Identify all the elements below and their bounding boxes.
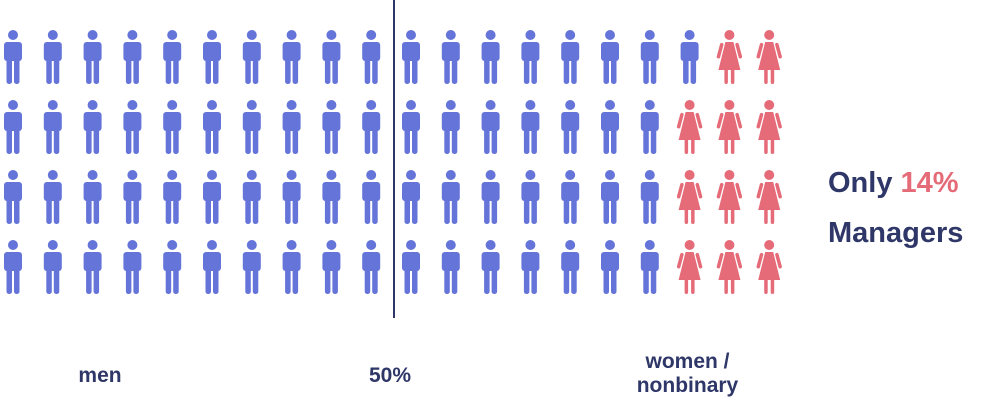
male-person-icon (441, 100, 460, 154)
male-person-icon (362, 100, 381, 154)
male-person-icon (282, 30, 301, 84)
male-person-icon (402, 240, 420, 294)
male-person-icon (601, 240, 619, 294)
male-person-icon (163, 240, 182, 294)
female-person-icon (716, 240, 743, 294)
male-person-icon (481, 170, 500, 224)
male-person-icon (123, 240, 142, 294)
fifty-percent-divider (393, 0, 395, 318)
male-person-icon (242, 240, 261, 294)
male-person-icon (481, 240, 500, 294)
male-person-icon (163, 30, 182, 84)
men-label: men (78, 364, 122, 387)
pictogram-grid (4, 30, 782, 294)
male-person-icon (561, 170, 580, 224)
male-person-icon (561, 240, 580, 294)
male-person-icon (203, 30, 221, 84)
male-person-icon (163, 100, 182, 154)
female-person-icon (676, 100, 703, 154)
male-person-icon (83, 170, 102, 224)
male-person-icon (43, 240, 62, 294)
male-person-icon (402, 170, 420, 224)
male-person-icon (4, 100, 22, 154)
male-person-icon (521, 30, 540, 84)
headline-highlight: 14% (900, 167, 959, 199)
male-person-icon (441, 240, 460, 294)
male-person-icon (601, 100, 619, 154)
male-person-icon (322, 100, 341, 154)
male-person-icon (282, 240, 301, 294)
divider-percent-label: 50% (368, 364, 412, 387)
male-person-icon (203, 240, 221, 294)
male-person-icon (521, 100, 540, 154)
female-person-icon (756, 170, 782, 224)
headline-prefix: Only (828, 167, 901, 199)
headline-line1: Only 14% (828, 158, 963, 208)
male-person-icon (521, 170, 540, 224)
male-person-icon (203, 100, 221, 154)
male-person-icon (441, 30, 460, 84)
male-person-icon (402, 30, 420, 84)
male-person-icon (43, 170, 62, 224)
male-person-icon (680, 30, 699, 84)
male-person-icon (123, 30, 142, 84)
female-person-icon (756, 240, 782, 294)
male-person-icon (640, 100, 659, 154)
female-person-icon (676, 240, 703, 294)
male-person-icon (640, 170, 659, 224)
male-person-icon (123, 100, 142, 154)
male-person-icon (561, 30, 580, 84)
headline: Only 14% Managers (828, 158, 963, 258)
male-person-icon (123, 170, 142, 224)
male-person-icon (521, 240, 540, 294)
male-person-icon (640, 30, 659, 84)
male-person-icon (43, 30, 62, 84)
female-person-icon (716, 30, 743, 84)
male-person-icon (282, 170, 301, 224)
male-person-icon (282, 100, 301, 154)
male-person-icon (402, 100, 420, 154)
male-person-icon (43, 100, 62, 154)
male-person-icon (242, 170, 261, 224)
male-person-icon (163, 170, 182, 224)
male-person-icon (322, 240, 341, 294)
male-person-icon (242, 100, 261, 154)
women-label-line2: nonbinary (636, 374, 739, 397)
male-person-icon (4, 170, 22, 224)
female-person-icon (756, 30, 782, 84)
male-person-icon (640, 240, 659, 294)
women-nonbinary-label: women / nonbinary (610, 350, 765, 398)
female-person-icon (756, 100, 782, 154)
female-person-icon (716, 100, 743, 154)
male-person-icon (481, 100, 500, 154)
headline-line2: Managers (828, 217, 964, 249)
male-person-icon (362, 170, 381, 224)
male-person-icon (601, 170, 619, 224)
female-person-icon (676, 170, 703, 224)
male-person-icon (83, 240, 102, 294)
male-person-icon (4, 30, 22, 84)
male-person-icon (322, 30, 341, 84)
male-person-icon (322, 170, 341, 224)
male-person-icon (362, 240, 381, 294)
male-person-icon (4, 240, 22, 294)
male-person-icon (83, 100, 102, 154)
male-person-icon (203, 170, 221, 224)
male-person-icon (601, 30, 619, 84)
male-person-icon (481, 30, 500, 84)
male-person-icon (441, 170, 460, 224)
male-person-icon (83, 30, 102, 84)
female-person-icon (716, 170, 743, 224)
male-person-icon (242, 30, 261, 84)
male-person-icon (362, 30, 381, 84)
women-label-line1: women / (645, 350, 730, 373)
male-person-icon (561, 100, 580, 154)
